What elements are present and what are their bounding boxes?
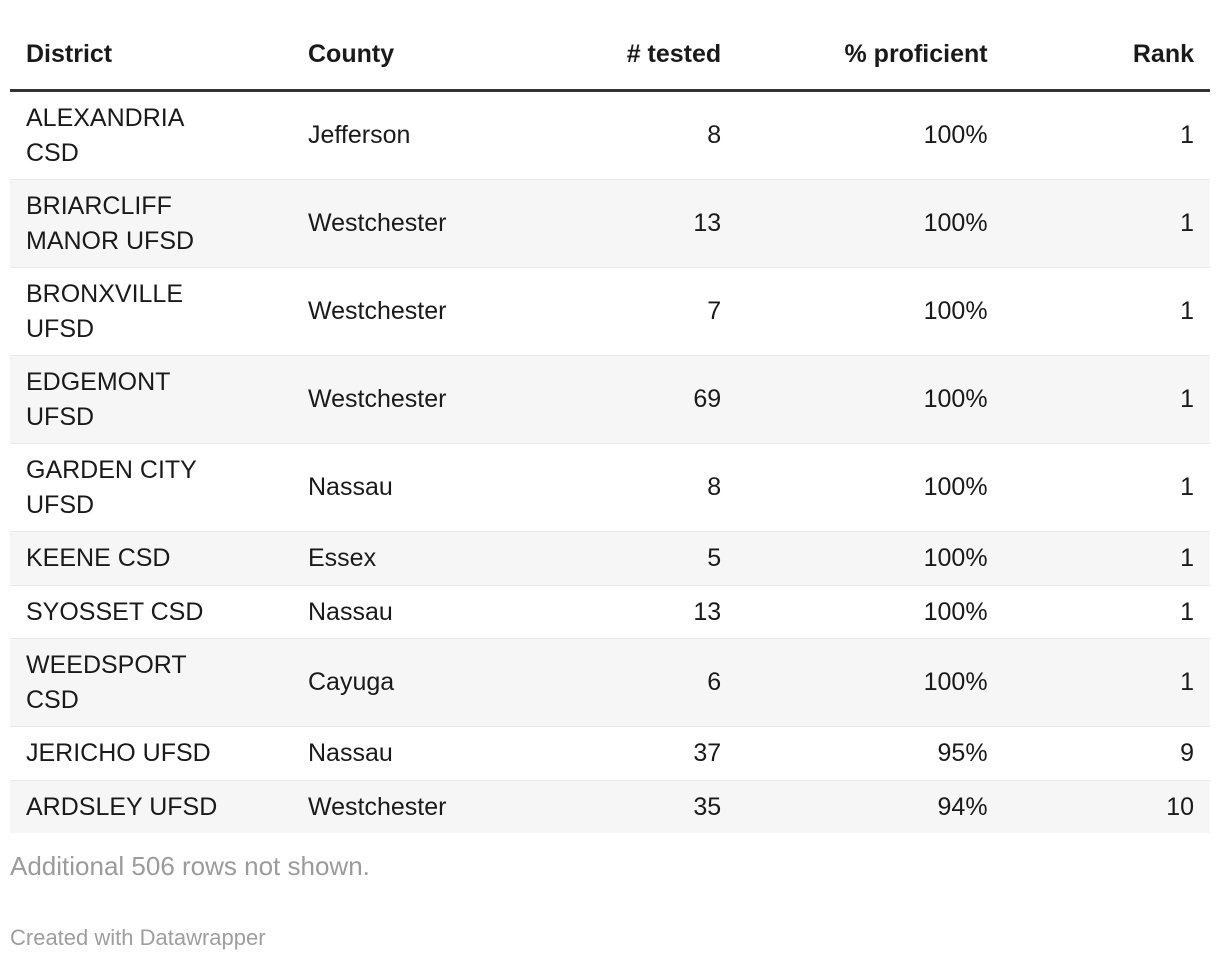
column-header-tested: # tested	[574, 40, 738, 92]
county-cell: Nassau	[292, 443, 574, 532]
rank-cell: 1	[1003, 584, 1210, 639]
datawrapper-attribution: Created with Datawrapper	[10, 925, 266, 951]
column-header-county: County	[292, 40, 574, 92]
tested-cell: 5	[574, 531, 738, 585]
table-row: KEENE CSD Essex 5 100% 1	[10, 531, 1210, 585]
tested-cell: 35	[574, 779, 738, 833]
table-row: JERICHO UFSD Nassau 37 95% 9	[10, 726, 1210, 780]
tested-cell: 37	[574, 726, 738, 780]
proficient-cell: 100%	[737, 179, 1004, 268]
county-cell: Essex	[292, 531, 574, 585]
table-row: ALEXANDRIA CSD Jefferson 8 100% 1	[10, 91, 1210, 180]
county-cell: Jefferson	[308, 121, 411, 150]
proficient-cell: 100%	[737, 531, 1004, 585]
table-row: BRIARCLIFF MANOR UFSD Westchester 13 100% 1	[10, 179, 1210, 268]
proficient-cell: 95%	[737, 726, 1004, 780]
district-cell: ALEXANDRIA CSD	[26, 104, 185, 167]
county-cell: Westchester	[292, 267, 574, 356]
table-row: WEEDSPORT CSD Cayuga 6 100% 1	[10, 638, 1210, 727]
tested-cell: 6	[574, 638, 738, 727]
district-cell: SYOSSET CSD	[10, 584, 292, 639]
district-cell: KEENE CSD	[10, 531, 292, 585]
county-cell: Nassau	[292, 726, 574, 780]
proficient-cell: 100%	[737, 355, 1004, 444]
tested-cell: 7	[574, 267, 738, 356]
proficient-cell: 100%	[737, 267, 1004, 356]
rank-cell: 1	[1003, 355, 1210, 444]
district-cell: BRIARCLIFF MANOR UFSD	[10, 179, 292, 268]
district-cell: JERICHO UFSD	[10, 726, 292, 780]
tested-cell: 8	[707, 121, 722, 150]
proficient-cell: 100%	[923, 121, 988, 150]
proficient-cell: 100%	[737, 584, 1004, 639]
districts-table: District County # tested % proficient Ra…	[10, 40, 1210, 833]
district-cell: BRONXVILLE UFSD	[10, 267, 292, 356]
rank-cell: 9	[1003, 726, 1210, 780]
rank-cell: 1	[1003, 638, 1210, 727]
header-row: District County # tested % proficient Ra…	[10, 40, 1210, 92]
column-header-rank: Rank	[1003, 40, 1210, 92]
proficient-cell: 100%	[737, 638, 1004, 727]
tested-cell: 8	[574, 443, 738, 532]
proficient-cell: 100%	[737, 443, 1004, 532]
district-cell: WEEDSPORT CSD	[10, 638, 292, 727]
district-cell: EDGEMONT UFSD	[10, 355, 292, 444]
rank-cell: 1	[1003, 443, 1210, 532]
proficient-cell: 94%	[737, 779, 1004, 833]
tested-cell: 69	[574, 355, 738, 444]
rank-cell: 1	[1180, 121, 1194, 150]
rank-cell: 10	[1003, 779, 1210, 833]
rank-cell: 1	[1003, 267, 1210, 356]
rank-cell: 1	[1003, 531, 1210, 585]
table-row: BRONXVILLE UFSD Westchester 7 100% 1	[10, 267, 1210, 356]
table-row: ARDSLEY UFSD Westchester 35 94% 10	[10, 779, 1210, 833]
table-row: EDGEMONT UFSD Westchester 69 100% 1	[10, 355, 1210, 444]
table-body: ALEXANDRIA CSD Jefferson 8 100% 1 BRIARCLIFF …	[10, 91, 1210, 833]
table-header: District County # tested % proficient Ra…	[10, 40, 1210, 92]
district-cell: GARDEN CITY UFSD	[10, 443, 292, 532]
rank-cell: 1	[1003, 179, 1210, 268]
table-row: GARDEN CITY UFSD Nassau 8 100% 1	[10, 443, 1210, 532]
table-row: SYOSSET CSD Nassau 13 100% 1	[10, 584, 1210, 639]
column-header-district: District	[10, 40, 292, 92]
district-cell: ARDSLEY UFSD	[10, 779, 292, 833]
tested-cell: 13	[574, 584, 738, 639]
county-cell: Cayuga	[292, 638, 574, 727]
column-header-proficient: % proficient	[737, 40, 1004, 92]
county-cell: Nassau	[292, 584, 574, 639]
tested-cell: 13	[574, 179, 738, 268]
county-cell: Westchester	[292, 355, 574, 444]
county-cell: Westchester	[292, 779, 574, 833]
footnote: Additional 506 rows not shown.	[10, 851, 370, 881]
county-cell: Westchester	[292, 179, 574, 268]
